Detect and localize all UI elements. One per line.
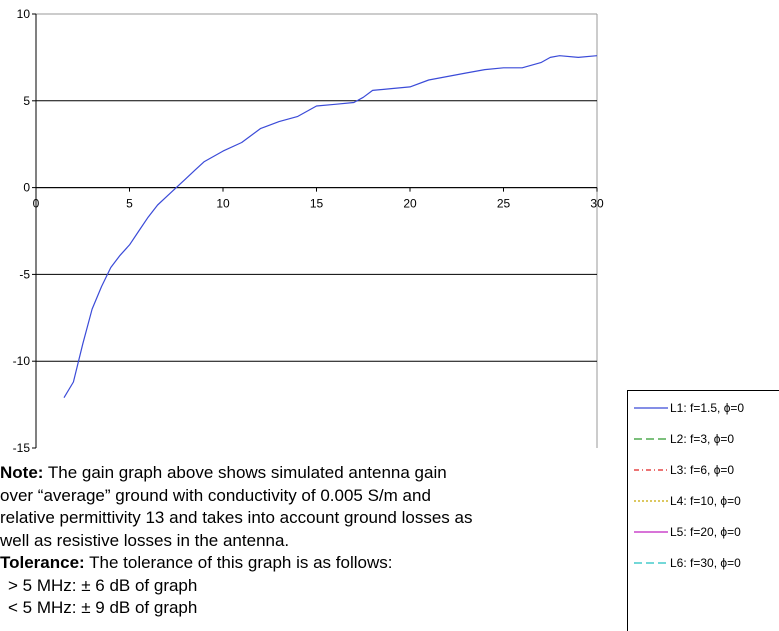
gridlines xyxy=(36,13,598,448)
note-line-1: Note: The gain graph above shows simulat… xyxy=(0,462,600,485)
tolerance-item-1: > 5 MHz: ± 6 dB of graph xyxy=(8,575,198,595)
legend-label: L2: f=3, ϕ=0 xyxy=(670,432,735,446)
legend-label: L3: f=6, ϕ=0 xyxy=(670,463,735,477)
y-tick-label: -10 xyxy=(13,354,31,368)
legend-item-5: L5: f=20, ϕ=0 xyxy=(634,524,741,540)
note-line-2: over “average” ground with conductivity … xyxy=(0,485,431,505)
tolerance-line: Tolerance: The tolerance of this graph i… xyxy=(0,552,600,575)
legend-item-4: L4: f=10, ϕ=0 xyxy=(634,493,741,509)
gain-chart: 10 5 0 -5 -10 -15 0 5 10 15 20 25 30 xyxy=(13,7,604,455)
x-tick-label: 5 xyxy=(126,197,133,211)
x-tick-label: 20 xyxy=(403,197,417,211)
legend-swatch xyxy=(634,469,668,471)
y-tick-label: 0 xyxy=(23,181,30,195)
x-tick-label: 25 xyxy=(497,197,511,211)
note-label: Note: xyxy=(0,463,44,482)
y-axis: 10 5 0 -5 -10 -15 xyxy=(13,7,37,455)
x-tick-label: 10 xyxy=(216,197,230,211)
series-line-1 xyxy=(63,55,598,399)
x-tick-label: 15 xyxy=(310,197,324,211)
legend-swatch xyxy=(634,562,668,564)
y-tick-label: -5 xyxy=(19,267,30,281)
legend-swatch xyxy=(634,438,668,440)
legend-label: L1: f=1.5, ϕ=0 xyxy=(670,401,745,415)
legend-item-2: L2: f=3, ϕ=0 xyxy=(634,431,734,447)
legend-swatch xyxy=(634,500,668,502)
tolerance-item-2: < 5 MHz: ± 9 dB of graph xyxy=(8,598,198,617)
y-tick-label: 10 xyxy=(17,7,31,21)
x-axis: 0 5 10 15 20 25 30 xyxy=(33,187,604,211)
y-tick-label: -15 xyxy=(13,441,31,455)
tolerance-label: Tolerance: xyxy=(0,553,85,572)
legend-label: L5: f=20, ϕ=0 xyxy=(670,525,741,539)
legend: L1: f=1.5, ϕ=0 L2: f=3, ϕ=0 L3: f=6, ϕ=0 L4… xyxy=(627,390,779,631)
x-tick-label: 30 xyxy=(590,197,604,211)
legend-label: L4: f=10, ϕ=0 xyxy=(670,494,741,508)
legend-item-6: L6: f=30, ϕ=0 xyxy=(634,555,741,571)
note-line-3: relative permittivity 13 and takes into … xyxy=(0,508,473,527)
series-group xyxy=(63,55,598,399)
legend-item-1: L1: f=1.5, ϕ=0 xyxy=(634,400,744,416)
note-text: Note: The gain graph above shows simulat… xyxy=(0,462,600,620)
tolerance-text: The tolerance of this graph is as follow… xyxy=(84,553,393,572)
legend-label: L6: f=30, ϕ=0 xyxy=(670,556,741,570)
legend-swatch xyxy=(634,531,668,533)
legend-swatch xyxy=(634,407,668,409)
note-text-1: The gain graph above shows simulated ant… xyxy=(43,463,447,482)
legend-item-3: L3: f=6, ϕ=0 xyxy=(634,462,734,478)
x-tick-label: 0 xyxy=(33,197,40,211)
note-line-4: well as resistive losses in the antenna. xyxy=(0,530,290,550)
y-tick-label: 5 xyxy=(23,94,30,108)
